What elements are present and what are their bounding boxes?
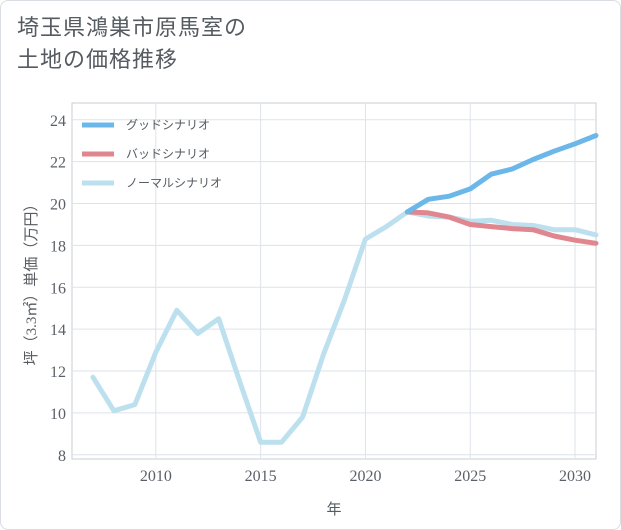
x-tick-label: 2020 (349, 468, 381, 485)
x-tick-label: 2025 (454, 468, 486, 485)
y-tick-label: 14 (50, 322, 66, 339)
series-layer (90, 133, 599, 445)
tick-labels: 8 10 12 14 16 18 20 22 24 2010 2015 2020 2025 2030 (50, 113, 591, 485)
legend-item-2[interactable]: ノーマルシナリオ (82, 176, 222, 190)
legend-item-0[interactable]: グッドシナリオ (82, 118, 210, 132)
chart-title-line2: 土地の価格推移 (17, 48, 179, 73)
series-line-0 (404, 133, 599, 215)
x-axis-label: 年 (326, 501, 341, 518)
series-line-2 (90, 209, 599, 445)
plot-area (71, 102, 597, 460)
x-tick-label: 2015 (245, 468, 277, 485)
legend-label: グッドシナリオ (126, 118, 210, 132)
y-tick-label: 24 (50, 113, 66, 130)
y-tick-label: 18 (50, 238, 66, 255)
x-tick-label: 2030 (559, 468, 591, 485)
legend-item-1[interactable]: バッドシナリオ (82, 147, 210, 161)
y-tick-label: 20 (50, 197, 66, 214)
y-tick-label: 12 (50, 364, 66, 381)
series-line-1 (404, 209, 599, 246)
chart-title: 埼玉県鴻巣市原馬室の 土地の価格推移 (17, 13, 437, 77)
y-tick-label: 22 (50, 155, 66, 172)
x-tick-label: 2010 (140, 468, 172, 485)
legend-label: ノーマルシナリオ (126, 176, 222, 190)
y-tick-label: 10 (50, 406, 66, 423)
chart-title-line1: 埼玉県鴻巣市原馬室の (17, 16, 248, 41)
y-tick-label: 8 (58, 448, 66, 465)
y-axis-label: 坪（3.3㎡）単価（万円） (23, 197, 40, 366)
y-tick-label: 16 (50, 280, 66, 297)
legend-label: バッドシナリオ (126, 147, 210, 161)
